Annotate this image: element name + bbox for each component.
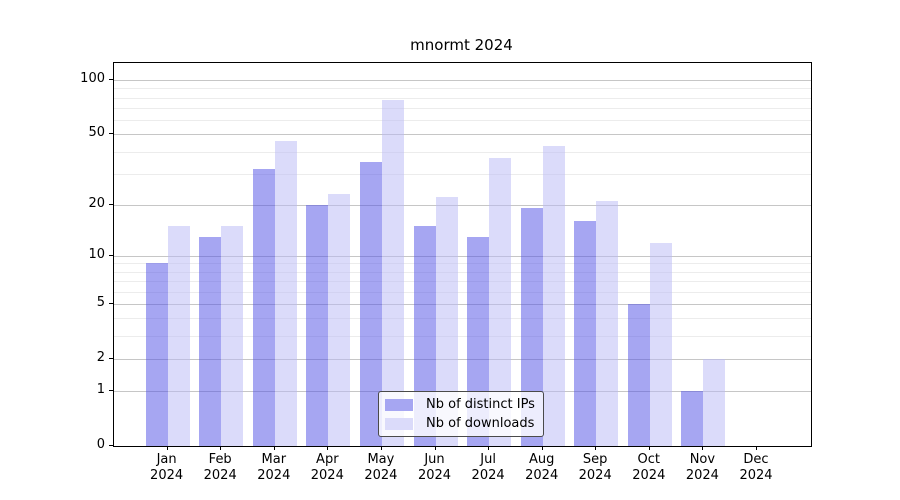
gridline-minor-6: [114, 291, 811, 293]
gridline-minor-60: [114, 120, 811, 121]
y-tick-100: [109, 79, 113, 80]
bar-ips-apr: [306, 204, 329, 446]
bar-ips-feb: [199, 236, 222, 446]
y-tick-2: [109, 357, 113, 359]
x-tick-oct: [648, 446, 650, 450]
bar-downloads-apr: [328, 194, 351, 446]
y-tick-50: [109, 133, 113, 135]
y-tick-label-0: 0: [96, 437, 105, 452]
y-tick-0: [109, 445, 113, 446]
x-tick-apr: [327, 446, 329, 450]
gridline-minor-3: [114, 336, 811, 338]
y-tick-20: [109, 203, 113, 205]
bar-downloads-may: [381, 99, 404, 446]
plot-area: [113, 62, 812, 447]
bar-downloads-jan: [167, 226, 190, 446]
bar-ips-may: [359, 161, 382, 446]
legend-label-ips: Nb of distinct IPs: [426, 397, 535, 412]
gridline-major-10: [114, 255, 811, 257]
x-tick-mar: [273, 446, 275, 450]
gridline-minor-90: [114, 88, 811, 90]
y-tick-label-100: 100: [80, 71, 105, 86]
x-tick-label-apr: Apr 2024: [310, 452, 344, 483]
gridline-minor-8: [114, 271, 811, 273]
x-tick-jul: [488, 446, 490, 450]
gridline-minor-70: [114, 108, 811, 109]
x-tick-nov: [702, 446, 704, 450]
bar-ips-sep: [574, 221, 597, 446]
x-tick-label-jun: Jun 2024: [417, 452, 452, 483]
x-tick-jun: [434, 446, 436, 450]
y-tick-label-50: 50: [88, 125, 105, 141]
y-tick-label-5: 5: [96, 294, 105, 310]
gridline-minor-4: [114, 318, 811, 320]
x-tick-feb: [220, 446, 222, 450]
bar-ips-aug: [520, 208, 543, 446]
gridline-minor-30: [114, 173, 811, 175]
y-tick-5: [109, 302, 113, 304]
gridline-major-2: [114, 358, 811, 360]
legend: Nb of distinct IPs Nb of downloads: [378, 391, 544, 437]
bar-downloads-feb: [221, 226, 244, 446]
legend-row-ips: Nb of distinct IPs: [385, 397, 535, 412]
bar-downloads-oct: [649, 242, 672, 446]
y-tick-label-20: 20: [88, 195, 105, 211]
gridline-major-50: [114, 134, 811, 136]
bar-downloads-mar: [274, 140, 297, 446]
x-tick-label-sep: Sep 2024: [578, 452, 612, 483]
x-tick-dec: [756, 446, 757, 450]
gridline-major-5: [114, 303, 811, 305]
x-tick-label-mar: Mar 2024: [257, 452, 291, 483]
x-tick-label-jul: Jul 2024: [471, 452, 505, 483]
x-tick-jan: [166, 446, 168, 450]
x-tick-may: [380, 446, 382, 450]
x-tick-label-aug: Aug 2024: [525, 452, 559, 483]
bar-ips-oct: [627, 303, 650, 446]
gridline-minor-9: [114, 263, 811, 265]
x-tick-label-may: May 2024: [364, 452, 398, 483]
legend-label-downloads: Nb of downloads: [426, 416, 535, 431]
x-tick-aug: [541, 446, 543, 450]
legend-swatch-downloads: [385, 417, 413, 430]
x-tick-label-jan: Jan 2024: [150, 452, 184, 483]
bar-downloads-nov: [703, 358, 726, 446]
gridline-minor-40: [114, 151, 811, 153]
y-tick-label-10: 10: [88, 246, 105, 262]
gridline-minor-80: [114, 97, 811, 99]
y-tick-label-2: 2: [96, 349, 105, 365]
bar-downloads-sep: [596, 200, 619, 446]
bar-downloads-aug: [542, 145, 565, 446]
gridline-major-20: [114, 204, 811, 206]
legend-row-downloads: Nb of downloads: [385, 416, 535, 431]
bar-downloads-jun: [435, 197, 458, 446]
chart-title: mnormt 2024: [410, 36, 513, 54]
x-tick-sep: [595, 446, 597, 450]
bar-ips-nov: [681, 391, 704, 446]
x-tick-label-nov: Nov 2024: [685, 452, 719, 483]
x-tick-label-feb: Feb 2024: [203, 452, 237, 483]
y-tick-10: [109, 254, 113, 256]
y-tick-1: [109, 390, 113, 391]
x-tick-label-dec: Dec 2024: [739, 452, 773, 483]
x-tick-label-oct: Oct 2024: [632, 452, 666, 483]
y-tick-label-1: 1: [96, 382, 105, 397]
gridline-major-100: [114, 80, 811, 81]
legend-swatch-ips: [385, 398, 413, 411]
bar-downloads-jul: [489, 157, 512, 446]
bar-ips-jan: [145, 263, 168, 446]
bar-ips-mar: [252, 168, 275, 446]
gridline-minor-7: [114, 281, 811, 283]
